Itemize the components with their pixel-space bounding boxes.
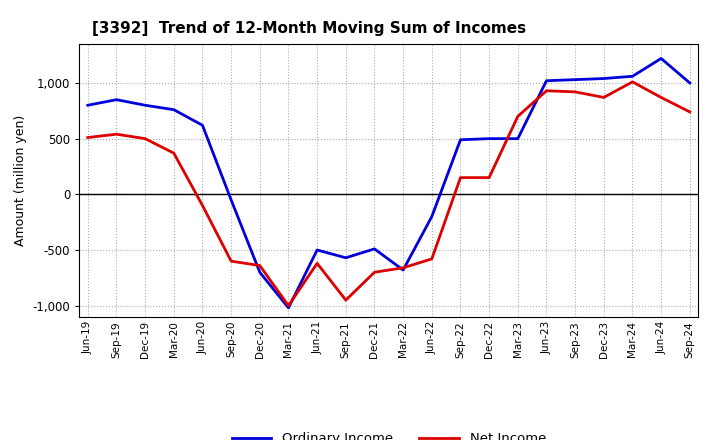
- Ordinary Income: [256, 270, 264, 275]
- Net Income: [84, 135, 92, 140]
- Ordinary Income: [685, 81, 694, 86]
- Line: Ordinary Income: Ordinary Income: [88, 59, 690, 308]
- Ordinary Income: [112, 97, 121, 103]
- Ordinary Income: [542, 78, 551, 84]
- Net Income: [141, 136, 150, 141]
- Net Income: [370, 270, 379, 275]
- Legend: Ordinary Income, Net Income: Ordinary Income, Net Income: [226, 427, 552, 440]
- Net Income: [428, 256, 436, 261]
- Net Income: [341, 297, 350, 303]
- Ordinary Income: [284, 305, 293, 311]
- Text: [3392]  Trend of 12-Month Moving Sum of Incomes: [3392] Trend of 12-Month Moving Sum of I…: [91, 21, 526, 36]
- Net Income: [542, 88, 551, 93]
- Net Income: [284, 303, 293, 308]
- Net Income: [198, 203, 207, 208]
- Net Income: [657, 95, 665, 100]
- Net Income: [312, 261, 321, 266]
- Line: Net Income: Net Income: [88, 82, 690, 306]
- Ordinary Income: [341, 255, 350, 260]
- Net Income: [600, 95, 608, 100]
- Ordinary Income: [571, 77, 580, 82]
- Net Income: [571, 89, 580, 95]
- Net Income: [685, 109, 694, 114]
- Y-axis label: Amount (million yen): Amount (million yen): [14, 115, 27, 246]
- Net Income: [227, 258, 235, 264]
- Net Income: [513, 114, 522, 119]
- Net Income: [485, 175, 493, 180]
- Ordinary Income: [312, 247, 321, 253]
- Ordinary Income: [227, 197, 235, 202]
- Net Income: [456, 175, 465, 180]
- Ordinary Income: [84, 103, 92, 108]
- Ordinary Income: [628, 73, 636, 79]
- Net Income: [169, 150, 178, 156]
- Ordinary Income: [428, 214, 436, 219]
- Net Income: [399, 265, 408, 271]
- Net Income: [628, 79, 636, 84]
- Ordinary Income: [370, 246, 379, 252]
- Ordinary Income: [169, 107, 178, 112]
- Net Income: [112, 132, 121, 137]
- Ordinary Income: [141, 103, 150, 108]
- Ordinary Income: [657, 56, 665, 61]
- Ordinary Income: [485, 136, 493, 141]
- Ordinary Income: [456, 137, 465, 143]
- Ordinary Income: [198, 123, 207, 128]
- Ordinary Income: [600, 76, 608, 81]
- Ordinary Income: [513, 136, 522, 141]
- Ordinary Income: [399, 268, 408, 273]
- Net Income: [256, 263, 264, 268]
